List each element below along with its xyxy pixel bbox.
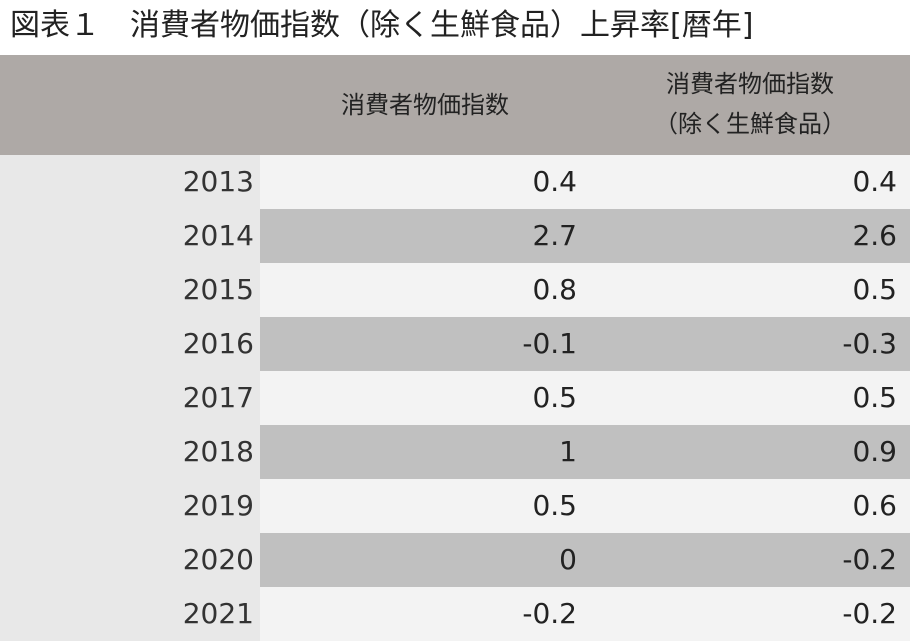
value-cell: 0.5	[590, 263, 910, 317]
table-row: 2019 0.5 0.6	[0, 479, 910, 533]
header-cell: 消費者物価指数 （除く生鮮食品）	[590, 64, 910, 144]
value-cell: 0.4	[260, 155, 590, 209]
table-row: 2015 0.8 0.5	[0, 263, 910, 317]
value-cell: 0.6	[590, 479, 910, 533]
table-row: 2021 -0.2 -0.2	[0, 587, 910, 641]
value-cell: 0.5	[590, 371, 910, 425]
year-cell: 2015	[0, 263, 260, 317]
value-cell: 2.7	[260, 209, 590, 263]
year-cell: 2019	[0, 479, 260, 533]
year-cell: 2018	[0, 425, 260, 479]
table-header: 消費者物価指数 消費者物価指数 （除く生鮮食品）	[0, 55, 910, 155]
year-cell: 2014	[0, 209, 260, 263]
year-cell: 2020	[0, 533, 260, 587]
header-line: （除く生鮮食品）	[654, 110, 846, 138]
value-cell: 0.5	[260, 371, 590, 425]
table-row: 2017 0.5 0.5	[0, 371, 910, 425]
header-cell: 消費者物価指数	[341, 91, 509, 119]
table-body: 2013 0.4 0.4 2014 2.7 2.6 2015 0.8 0.5 2016 -0.1 -0…	[0, 155, 910, 641]
value-cell: 0.9	[590, 425, 910, 479]
value-cell: -0.2	[590, 587, 910, 641]
table-row: 2020 0 -0.2	[0, 533, 910, 587]
value-cell: 0	[260, 533, 590, 587]
table-row: 2016 -0.1 -0.3	[0, 317, 910, 371]
value-cell: 2.6	[590, 209, 910, 263]
year-cell: 2021	[0, 587, 260, 641]
value-cell: 0.5	[260, 479, 590, 533]
value-cell: -0.2	[590, 533, 910, 587]
value-cell: -0.2	[260, 587, 590, 641]
year-cell: 2013	[0, 155, 260, 209]
value-cell: 1	[260, 425, 590, 479]
title: 図表１ 消費者物価指数（除く生鮮食品）上昇率[暦年]	[10, 8, 754, 43]
year-cell: 2017	[0, 371, 260, 425]
year-cell: 2016	[0, 317, 260, 371]
table-row: 2014 2.7 2.6	[0, 209, 910, 263]
table-row: 2018 1 0.9	[0, 425, 910, 479]
header-line: 消費者物価指数	[666, 70, 834, 98]
value-cell: 0.8	[260, 263, 590, 317]
value-cell: -0.1	[260, 317, 590, 371]
table-row: 2013 0.4 0.4	[0, 155, 910, 209]
value-cell: 0.4	[590, 155, 910, 209]
value-cell: -0.3	[590, 317, 910, 371]
